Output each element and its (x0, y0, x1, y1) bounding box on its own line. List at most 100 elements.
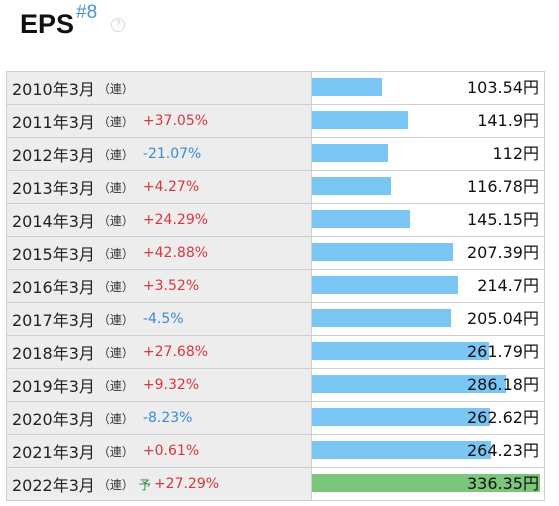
forecast-mark: 予 (138, 477, 151, 492)
eps-value: 207.39円 (467, 243, 539, 262)
change-percent: +37.05% (142, 113, 209, 129)
period-cell: 2015年3月 （連） +42.88% (7, 237, 312, 269)
consolidated-mark: （連） (97, 114, 134, 129)
period-label: 2013年3月 (12, 179, 95, 198)
period-cell: 2019年3月 （連） +9.32% (7, 369, 312, 401)
period-label: 2019年3月 (12, 377, 95, 396)
eps-bar (312, 177, 391, 195)
change-percent: -21.07% (142, 146, 202, 162)
period-cell: 2012年3月 （連） -21.07% (7, 138, 312, 170)
bar-cell: 264.23円 (312, 435, 544, 467)
rank-link[interactable]: #8 (76, 2, 98, 23)
eps-bar (312, 309, 451, 327)
consolidated-mark: （連） (97, 411, 134, 426)
consolidated-mark: （連） (97, 345, 134, 360)
table-row: 2010年3月 （連） 103.54円 (6, 72, 545, 105)
period-cell: 2016年3月 （連） +3.52% (7, 270, 312, 302)
eps-bar (312, 144, 388, 162)
consolidated-mark: （連） (97, 312, 134, 327)
consolidated-mark: （連） (97, 444, 134, 459)
consolidated-mark: （連） (97, 378, 134, 393)
change-percent: +24.29% (142, 212, 209, 228)
period-label: 2020年3月 (12, 410, 95, 429)
eps-value: 205.04円 (467, 309, 539, 328)
period-cell: 2018年3月 （連） +27.68% (7, 336, 312, 368)
table-row: 2022年3月 （連） 予 +27.29% 336.35円 (6, 468, 545, 501)
change-percent: +27.29% (153, 476, 220, 492)
bar-cell: 112円 (312, 138, 544, 170)
forecast-eps-bar (312, 474, 540, 492)
period-cell: 2014年3月 （連） +24.29% (7, 204, 312, 236)
change-percent: -8.23% (142, 410, 193, 426)
table-row: 2021年3月 （連） +0.61% 264.23円 (6, 435, 545, 468)
bar-cell: 336.35円 (312, 468, 544, 500)
table-row: 2017年3月 （連） -4.5% 205.04円 (6, 303, 545, 336)
change-percent: +0.61% (142, 443, 200, 459)
section-title: EPS (20, 9, 75, 39)
period-label: 2012年3月 (12, 146, 95, 165)
table-row: 2013年3月 （連） +4.27% 116.78円 (6, 171, 545, 204)
eps-value: 261.79円 (467, 342, 539, 361)
bar-cell: 103.54円 (312, 72, 544, 104)
period-label: 2016年3月 (12, 278, 95, 297)
table-row: 2011年3月 （連） +37.05% 141.9円 (6, 105, 545, 138)
eps-bar (312, 441, 491, 459)
eps-bar (312, 111, 408, 129)
change-percent: +27.68% (142, 344, 209, 360)
bar-cell: 261.79円 (312, 336, 544, 368)
eps-value: 112円 (492, 144, 539, 163)
eps-bar (312, 342, 489, 360)
consolidated-mark: （連） (97, 213, 134, 228)
eps-value: 145.15円 (467, 210, 539, 229)
period-label: 2017年3月 (12, 311, 95, 330)
eps-bar (312, 210, 410, 228)
period-cell: 2017年3月 （連） -4.5% (7, 303, 312, 335)
eps-bar (312, 375, 506, 393)
period-label: 2010年3月 (12, 80, 95, 99)
eps-value: 116.78円 (467, 177, 539, 196)
change-percent: +42.88% (142, 245, 209, 261)
eps-value: 336.35円 (467, 474, 539, 493)
period-label: 2014年3月 (12, 212, 95, 231)
period-label: 2018年3月 (12, 344, 95, 363)
table-row: 2016年3月 （連） +3.52% 214.7円 (6, 270, 545, 303)
period-label: 2015年3月 (12, 245, 95, 264)
table-row: 2014年3月 （連） +24.29% 145.15円 (6, 204, 545, 237)
period-cell: 2013年3月 （連） +4.27% (7, 171, 312, 203)
consolidated-mark: （連） (97, 180, 134, 195)
eps-bar (312, 276, 458, 294)
period-label: 2011年3月 (12, 113, 95, 132)
period-label: 2022年3月 (12, 476, 95, 495)
change-percent: -4.5% (142, 311, 184, 327)
bar-cell: 286.18円 (312, 369, 544, 401)
table-row: 2020年3月 （連） -8.23% 262.62円 (6, 402, 545, 435)
table-row: 2012年3月 （連） -21.07% 112円 (6, 138, 545, 171)
eps-value: 141.9円 (477, 111, 539, 130)
bar-cell: 141.9円 (312, 105, 544, 137)
table-row: 2019年3月 （連） +9.32% 286.18円 (6, 369, 545, 402)
bar-cell: 205.04円 (312, 303, 544, 335)
consolidated-mark: （連） (97, 246, 134, 261)
eps-bar (312, 78, 382, 96)
eps-value: 214.7円 (477, 276, 539, 295)
bar-cell: 145.15円 (312, 204, 544, 236)
section-header: EPS #8 ? (20, 2, 126, 44)
help-icon[interactable]: ? (111, 18, 126, 32)
consolidated-mark: （連） (97, 147, 134, 162)
period-label: 2021年3月 (12, 443, 95, 462)
consolidated-mark: （連） (97, 81, 134, 96)
bar-cell: 214.7円 (312, 270, 544, 302)
consolidated-mark: （連） (97, 477, 134, 492)
period-cell: 2021年3月 （連） +0.61% (7, 435, 312, 467)
change-percent: +9.32% (142, 377, 200, 393)
change-percent: +4.27% (142, 179, 200, 195)
period-cell: 2011年3月 （連） +37.05% (7, 105, 312, 137)
bar-cell: 116.78円 (312, 171, 544, 203)
bar-cell: 207.39円 (312, 237, 544, 269)
table-row: 2015年3月 （連） +42.88% 207.39円 (6, 237, 545, 270)
eps-value: 262.62円 (467, 408, 539, 427)
table-row: 2018年3月 （連） +27.68% 261.79円 (6, 336, 545, 369)
eps-value: 264.23円 (467, 441, 539, 460)
period-cell: 2020年3月 （連） -8.23% (7, 402, 312, 434)
eps-table: 2010年3月 （連） 103.54円 2011年3月 （連） +37.05% 141.9円… (6, 71, 545, 501)
